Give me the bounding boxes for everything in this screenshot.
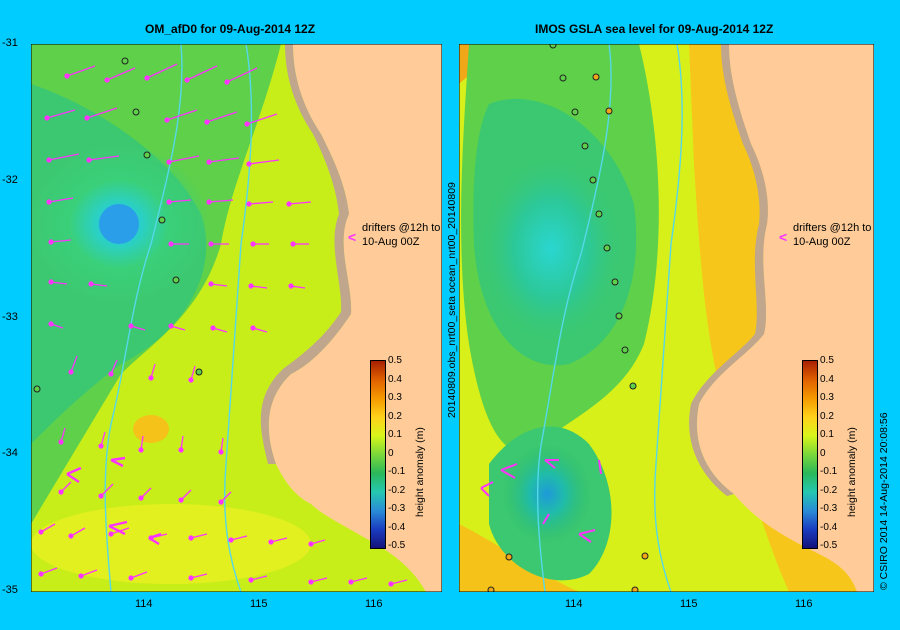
colorbar-tick: 0.1	[820, 429, 834, 440]
colorbar-tick: -0.4	[820, 522, 838, 533]
left-drifter-note-arrow: <	[348, 229, 357, 245]
colorbar-tick: 0.5	[388, 355, 402, 366]
colorbar-tick: -0.5	[388, 540, 406, 551]
left-colorbar	[370, 360, 386, 549]
colorbar-tick: 0.3	[388, 392, 402, 403]
colorbar-tick: 0	[388, 448, 394, 459]
colorbar-tick: -0.5	[820, 540, 838, 551]
colorbar-tick: 0.1	[388, 429, 402, 440]
x-tick: 114	[565, 598, 583, 610]
colorbar-tick: 0	[820, 448, 826, 459]
colorbar-tick: 0.5	[820, 355, 834, 366]
x-tick: 116	[365, 598, 383, 610]
colorbar-tick: 0.2	[820, 411, 834, 422]
y-tick: -34	[2, 447, 18, 459]
colorbar-tick: -0.1	[388, 466, 406, 477]
colorbar-tick: 0.3	[820, 392, 834, 403]
copyright-credit: © CSIRO 2014 14-Aug-2014 20:08:56	[878, 412, 890, 590]
colorbar-tick: 0.4	[388, 374, 402, 385]
right-data-source-label: 20140809.obs_nrt00_seta ocean_nrt00_2014…	[446, 182, 458, 418]
colorbar-tick: 0.2	[388, 411, 402, 422]
colorbar-tick: -0.2	[820, 485, 838, 496]
left-drifter-note-line1: drifters @12h to	[362, 222, 441, 234]
colorbar-tick: 0.4	[820, 374, 834, 385]
colorbar-tick: -0.3	[820, 503, 838, 514]
left-map-title: OM_afD0 for 09-Aug-2014 12Z	[145, 22, 316, 36]
colorbar-tick: -0.3	[388, 503, 406, 514]
right-colorbar-label: height anomaly (m)	[846, 427, 858, 517]
x-tick: 115	[250, 598, 268, 610]
right-map-title: IMOS GSLA sea level for 09-Aug-2014 12Z	[535, 22, 774, 36]
x-tick: 116	[795, 598, 813, 610]
right-drifter-note-line1: drifters @12h to	[793, 222, 872, 234]
y-tick: -33	[2, 311, 18, 323]
y-tick: -35	[2, 584, 18, 596]
colorbar-tick: -0.2	[388, 485, 406, 496]
right-drifter-note-line2: 10-Aug 00Z	[793, 236, 851, 248]
left-drifter-note-line2: 10-Aug 00Z	[362, 236, 420, 248]
colorbar-tick: -0.4	[388, 522, 406, 533]
x-tick: 114	[135, 598, 153, 610]
x-tick: 115	[680, 598, 698, 610]
right-colorbar	[802, 360, 818, 549]
right-sea-level-map	[459, 44, 874, 592]
left-colorbar-label: height anomaly (m)	[414, 427, 426, 517]
right-drifter-note-arrow: <	[779, 229, 788, 245]
y-tick: -31	[2, 37, 18, 49]
y-tick: -32	[2, 174, 18, 186]
colorbar-tick: -0.1	[820, 466, 838, 477]
